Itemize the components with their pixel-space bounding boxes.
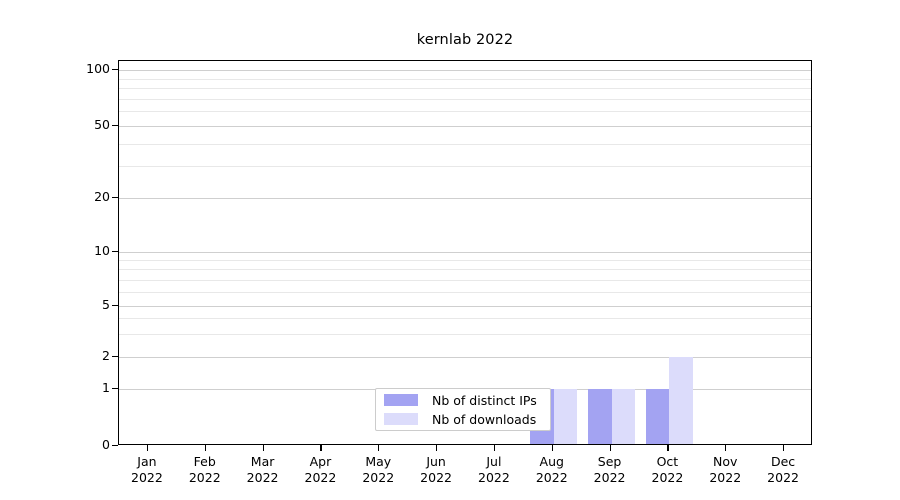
- x-tick-label-month: Nov: [713, 454, 738, 469]
- gridline-minor: [119, 260, 811, 261]
- gridline-minor: [119, 88, 811, 89]
- chart-title: kernlab 2022: [416, 32, 514, 48]
- gridline-minor: [119, 79, 811, 80]
- x-tick-label-month: May: [365, 454, 392, 469]
- gridline-major: [119, 70, 811, 71]
- bar-downloads[interactable]: [611, 389, 636, 444]
- x-tick-label: Mar 2022: [231, 454, 295, 486]
- gridline-minor: [119, 99, 811, 100]
- gridline-major: [119, 126, 811, 127]
- x-tick-label-month: Jun: [426, 454, 446, 469]
- x-tick-label-month: Aug: [539, 454, 564, 469]
- gridline-minor: [119, 280, 811, 281]
- x-tick-label: Jun 2022: [404, 454, 468, 486]
- x-tick-mark: [320, 445, 322, 451]
- y-tick-label: 10: [94, 242, 110, 258]
- x-tick-label-year: 2022: [535, 470, 568, 485]
- x-tick-label-year: 2022: [767, 470, 799, 485]
- y-tick-mark: [112, 251, 118, 253]
- y-tick-mark: [112, 305, 118, 307]
- x-tick-label: Feb 2022: [173, 454, 237, 486]
- bar-distinct-ips[interactable]: [588, 389, 612, 444]
- x-tick-label-month: Feb: [193, 454, 216, 469]
- y-tick-label: 20: [94, 188, 110, 204]
- y-tick-label: 2: [102, 347, 110, 363]
- x-tick-label-month: Jan: [137, 454, 157, 469]
- x-tick-label-year: 2022: [593, 470, 626, 485]
- x-tick-label: Aug 2022: [520, 454, 584, 486]
- bar-distinct-ips[interactable]: [645, 389, 670, 444]
- x-tick-mark: [146, 445, 148, 451]
- gridline-major: [119, 306, 811, 307]
- x-tick-label: Oct 2022: [635, 454, 699, 486]
- x-tick-mark: [667, 445, 669, 451]
- x-tick-mark: [493, 445, 495, 451]
- gridline-minor: [119, 166, 811, 167]
- gridline-minor: [119, 144, 811, 145]
- x-tick-mark: [204, 445, 206, 451]
- x-tick-label-month: Sep: [597, 454, 622, 469]
- x-tick-label-year: 2022: [651, 470, 684, 485]
- y-tick-mark: [112, 388, 118, 390]
- x-tick-mark: [783, 445, 785, 451]
- x-tick-label-month: Jul: [486, 454, 502, 469]
- bar-downloads[interactable]: [553, 389, 578, 444]
- x-tick-label-month: Mar: [250, 454, 275, 469]
- x-tick-label-year: 2022: [246, 470, 279, 485]
- y-tick-mark: [112, 69, 118, 71]
- x-tick-label-year: 2022: [709, 470, 742, 485]
- gridline-minor: [119, 318, 811, 319]
- x-tick-label: Apr 2022: [288, 454, 352, 486]
- x-tick-mark: [378, 445, 380, 451]
- gridline-major: [119, 357, 811, 358]
- x-tick-mark: [609, 445, 611, 451]
- x-tick-label: Jan 2022: [115, 454, 179, 486]
- x-tick-label-month: Apr: [309, 454, 332, 469]
- x-tick-label-year: 2022: [362, 470, 395, 485]
- legend-swatch-icon: [384, 394, 418, 406]
- x-tick-label: Sep 2022: [578, 454, 642, 486]
- y-axis-tick-labels: 100 50 20 10 5 2 1 0: [60, 60, 110, 450]
- legend-label: Nb of downloads: [432, 411, 537, 427]
- y-tick-label: 100: [86, 60, 110, 76]
- gridline-major: [119, 198, 811, 199]
- x-tick-mark: [436, 445, 438, 451]
- x-tick-label: Nov 2022: [693, 454, 757, 486]
- x-tick-mark: [551, 445, 553, 451]
- x-tick-label-year: 2022: [188, 470, 221, 485]
- gridline-minor: [119, 292, 811, 293]
- x-tick-label: Dec 2022: [751, 454, 815, 486]
- x-tick-label-year: 2022: [478, 470, 510, 485]
- x-tick-label-month: Dec: [770, 454, 796, 469]
- x-tick-mark: [262, 445, 264, 451]
- x-tick-label: Jul 2022: [462, 454, 526, 486]
- legend-item[interactable]: Nb of distinct IPs: [384, 392, 542, 408]
- y-tick-mark: [112, 197, 118, 199]
- y-tick-label: 1: [102, 379, 110, 395]
- legend-item[interactable]: Nb of downloads: [384, 411, 542, 427]
- x-tick-mark: [725, 445, 727, 451]
- x-tick-label-year: 2022: [131, 470, 163, 485]
- bar-downloads[interactable]: [669, 357, 693, 444]
- x-tick-label-month: Oct: [656, 454, 679, 469]
- legend-swatch-icon: [384, 413, 418, 425]
- y-tick-label: 5: [102, 296, 110, 312]
- chart-legend[interactable]: Nb of distinct IPs Nb of downloads: [375, 388, 551, 431]
- gridline-major: [119, 252, 811, 253]
- gridline-minor: [119, 269, 811, 270]
- plot-area: [118, 60, 812, 445]
- x-tick-label: May 2022: [346, 454, 410, 486]
- y-tick-label: 0: [102, 436, 110, 452]
- y-tick-mark: [112, 125, 118, 127]
- y-tick-mark: [112, 445, 118, 447]
- gridline-minor: [119, 111, 811, 112]
- gridline-minor: [119, 334, 811, 335]
- y-tick-mark: [112, 356, 118, 358]
- x-tick-label-year: 2022: [420, 470, 452, 485]
- y-tick-label: 50: [94, 116, 110, 132]
- x-tick-label-year: 2022: [304, 470, 337, 485]
- legend-label: Nb of distinct IPs: [432, 392, 537, 408]
